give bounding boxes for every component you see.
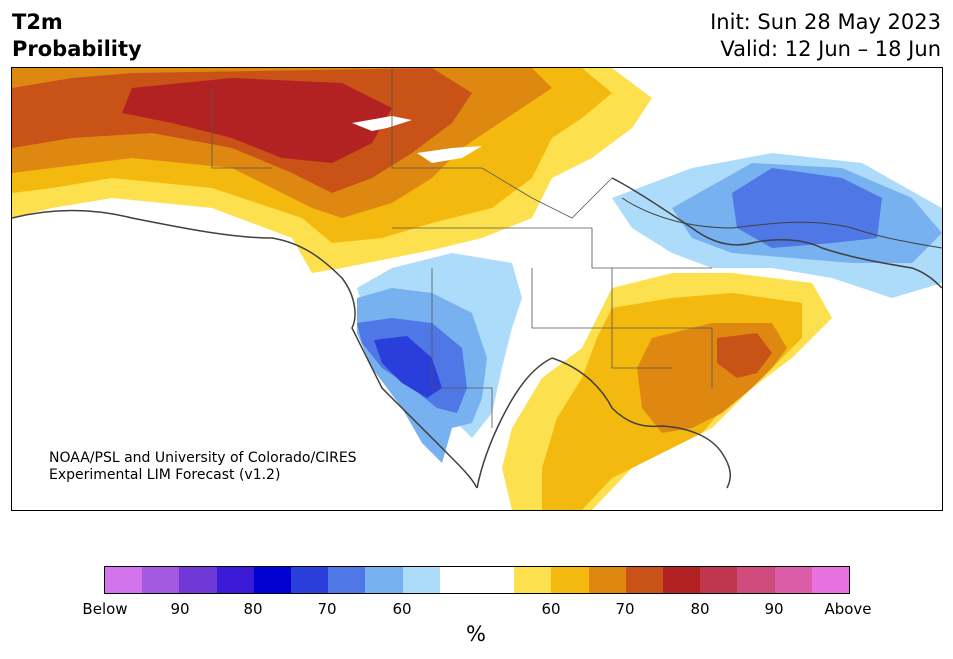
colorbar-unit: % [466,622,486,646]
colorbar-swatch [774,567,812,593]
great-bear-lake [417,146,482,163]
state-borders [211,68,713,428]
colorbar-swatch [514,567,552,593]
colorbar-swatch [402,567,440,593]
tick-label: Above [824,600,872,618]
tick-label: 70 [317,600,337,618]
valid-range: Valid: 12 Jun – 18 Jun [720,37,941,61]
credit-model: Experimental LIM Forecast (v1.2) [49,467,281,483]
colorbar-swatch [179,567,217,593]
region-below-75-west-us [374,336,442,398]
tick-label: 60 [541,600,561,618]
map-svg [12,68,942,510]
colorbar-swatch [700,567,738,593]
colorbar-swatch [551,567,589,593]
tick-label: 90 [170,600,190,618]
colorbar-swatch [663,567,701,593]
tick-label: 70 [615,600,635,618]
great-slave-lake [352,116,412,131]
forecast-dates: Init: Sun 28 May 2023 Valid: 12 Jun – 18… [710,9,941,63]
title-line-type: Probability [12,37,142,61]
forecast-map [11,67,943,511]
region-above-75-east-us [717,333,772,378]
coastlines [12,177,942,489]
region-below-70-east-canada [732,168,882,248]
colorbar-swatch [328,567,366,593]
map-title: T2m Probability [12,9,142,63]
colorbar-swatch [625,567,664,593]
colorbar-swatch [588,567,626,593]
tick-label: 80 [243,600,263,618]
title-line-variable: T2m [12,10,63,34]
tick-label: 90 [764,600,784,618]
colorbar-swatch [142,567,180,593]
map-credit: NOAA/PSL and University of Colorado/CIRE… [49,450,357,484]
colorbar-swatch [253,567,292,593]
colorbar-swatch [477,567,515,593]
colorbar-swatch [365,567,403,593]
tick-label: 60 [392,600,412,618]
colorbar-swatch [105,567,143,593]
colorbar-swatch [439,567,478,593]
tick-label: Below [82,600,128,618]
region-above-80 [122,78,392,163]
colorbar-swatch [216,567,254,593]
tick-label: 80 [690,600,710,618]
colorbar-swatch [811,567,850,593]
colorbar-swatch [737,567,775,593]
init-date: Init: Sun 28 May 2023 [710,10,941,34]
colorbar-swatch [291,567,329,593]
credit-source: NOAA/PSL and University of Colorado/CIRE… [49,450,357,466]
colorbar [104,566,850,594]
